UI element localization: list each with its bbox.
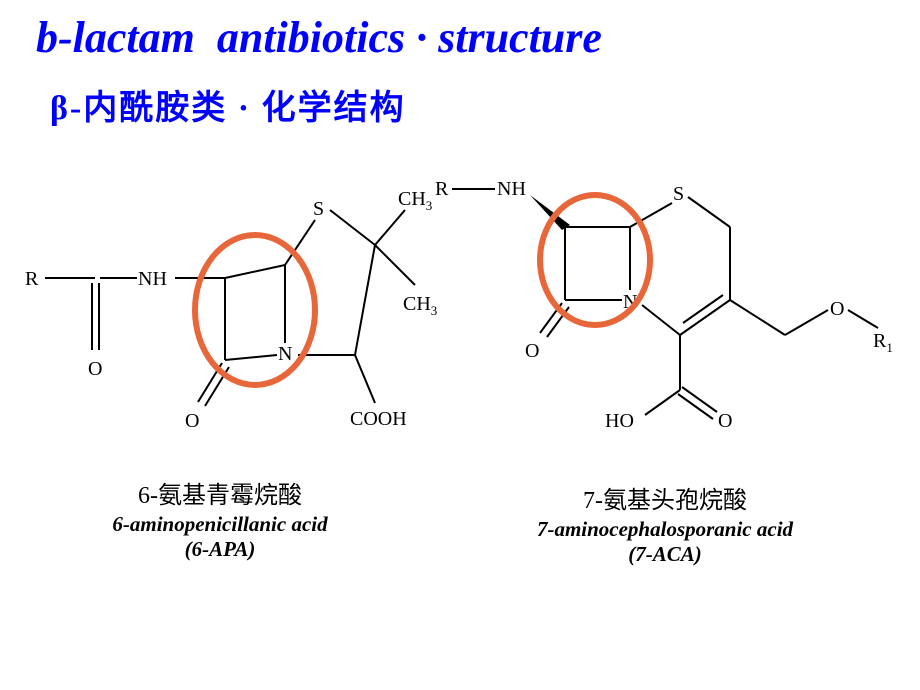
caption-left-abbr: (6-APA): [70, 537, 370, 562]
label-O-carbonyl-left: O: [88, 358, 102, 380]
label-N-left: N: [278, 343, 292, 365]
label-R1: R1: [873, 330, 893, 355]
label-NH-left: NH: [138, 268, 167, 290]
highlight-circle-right: [540, 195, 650, 325]
structure-6apa: R O NH N O S CH3 CH3: [20, 165, 440, 445]
caption-right: 7-氨基头孢烷酸 7-aminocephalosporanic acid (7-…: [490, 480, 840, 567]
caption-left: 6-氨基青霉烷酸 6-aminopenicillanic acid (6-APA…: [70, 475, 370, 562]
label-O-ether: O: [830, 298, 844, 320]
label-COOH: COOH: [350, 408, 407, 430]
label-S-left: S: [313, 198, 324, 220]
label-O-acid: O: [718, 410, 732, 432]
label-CH3-top: CH3: [398, 188, 432, 213]
label-S-right: S: [673, 183, 684, 205]
label-R-right: R: [435, 178, 449, 200]
title-sub: β-内酰胺类 · 化学结构: [50, 80, 406, 129]
caption-left-cn: 6-氨基青霉烷酸: [70, 475, 370, 510]
highlight-circle-left: [195, 235, 315, 385]
caption-right-cn: 7-氨基头孢烷酸: [490, 480, 840, 515]
caption-right-abbr: (7-ACA): [490, 542, 840, 567]
caption-right-en: 7-aminocephalosporanic acid: [490, 517, 840, 542]
caption-left-en: 6-aminopenicillanic acid: [70, 512, 370, 537]
label-R-left: R: [25, 268, 39, 290]
label-O-ring-left: O: [185, 410, 199, 432]
structure-7aca: R NH N O S HO O O: [430, 165, 900, 445]
title-main: b-lactam antibiotics · structure: [36, 12, 602, 63]
label-HO: HO: [605, 410, 634, 432]
label-O-ring-right: O: [525, 340, 539, 362]
diagrams-container: R O NH N O S CH3 CH3: [0, 165, 920, 465]
label-NH-right: NH: [497, 178, 526, 200]
